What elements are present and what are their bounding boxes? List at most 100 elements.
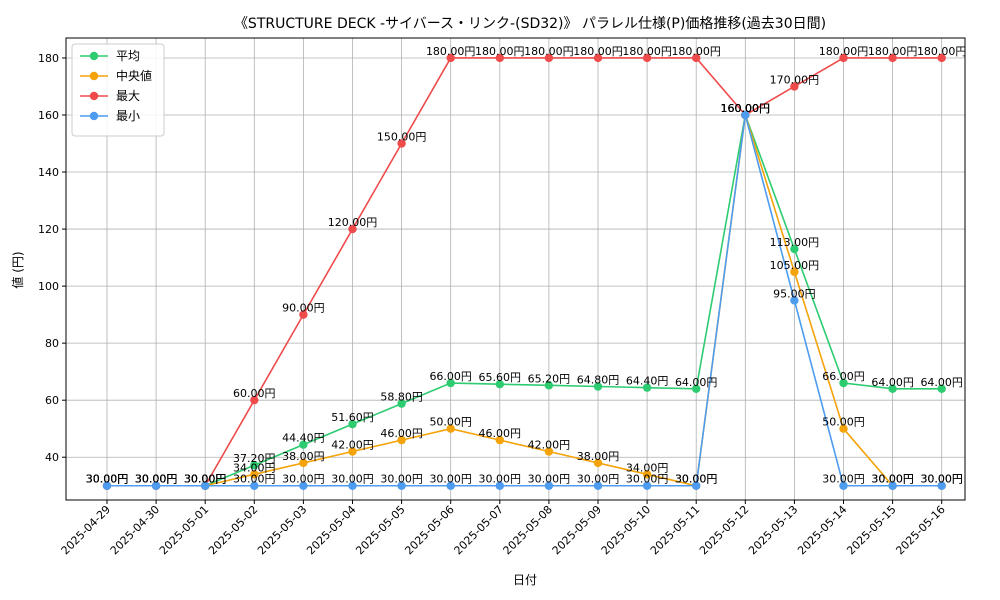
x-tick-label: 2025-05-06 bbox=[402, 503, 456, 557]
data-point bbox=[151, 481, 161, 490]
data-label: 30.00円 bbox=[86, 473, 129, 486]
data-point bbox=[741, 110, 750, 120]
x-tick-label: 2025-05-03 bbox=[255, 503, 309, 557]
data-point bbox=[397, 481, 406, 490]
data-label: 160.00円 bbox=[721, 102, 771, 115]
data-point bbox=[299, 481, 308, 490]
data-point bbox=[446, 481, 455, 490]
data-point bbox=[348, 419, 357, 429]
series-layer bbox=[102, 53, 946, 490]
x-tick-label: 2025-05-09 bbox=[550, 503, 604, 557]
data-label: 66.00円 bbox=[429, 370, 472, 383]
data-point bbox=[642, 470, 652, 479]
data-label: 65.20円 bbox=[528, 372, 571, 385]
data-point bbox=[299, 440, 308, 449]
chart-title: 《STRUCTURE DECK -サイバース・リンク-(SD32)》 パラレル仕… bbox=[234, 16, 826, 32]
y-tick-label: 40 bbox=[45, 451, 59, 464]
data-label: 30.00円 bbox=[233, 473, 276, 486]
data-label: 34.00円 bbox=[233, 461, 276, 474]
data-point bbox=[397, 435, 406, 445]
data-point bbox=[790, 244, 799, 254]
data-label: 30.00円 bbox=[920, 473, 963, 486]
data-point bbox=[446, 424, 455, 433]
data-point bbox=[839, 481, 848, 490]
data-label: 160.00円 bbox=[721, 102, 771, 115]
legend-swatch-marker bbox=[89, 51, 99, 61]
data-point bbox=[544, 481, 554, 490]
data-label: 105.00円 bbox=[770, 259, 820, 272]
data-point bbox=[397, 139, 406, 148]
data-label: 30.00円 bbox=[86, 473, 129, 486]
data-point bbox=[593, 53, 603, 63]
x-tick-label: 2025-05-13 bbox=[746, 503, 800, 557]
data-label: 66.00円 bbox=[822, 370, 865, 383]
data-label: 37.20円 bbox=[233, 452, 276, 465]
data-label: 65.60円 bbox=[479, 371, 522, 384]
data-label: 30.00円 bbox=[135, 473, 178, 486]
data-label: 46.00円 bbox=[479, 427, 522, 440]
data-label: 30.00円 bbox=[871, 473, 914, 486]
x-tick-label: 2025-04-30 bbox=[108, 503, 162, 557]
data-label: 60.00円 bbox=[233, 387, 276, 400]
data-label: 30.00円 bbox=[429, 473, 472, 486]
data-label: 30.00円 bbox=[282, 473, 325, 486]
x-tick-label: 2025-04-29 bbox=[59, 503, 113, 557]
data-point bbox=[888, 384, 897, 393]
data-label: 160.00円 bbox=[721, 102, 771, 115]
legend-label: 平均 bbox=[116, 49, 140, 63]
data-point bbox=[397, 399, 406, 408]
series-line bbox=[107, 114, 942, 487]
data-point bbox=[250, 481, 259, 490]
data-label: 64.00円 bbox=[920, 376, 963, 389]
data-label: 30.00円 bbox=[479, 473, 522, 486]
data-point bbox=[593, 382, 603, 391]
data-point bbox=[201, 481, 210, 490]
data-label: 30.00円 bbox=[528, 473, 571, 486]
legend-label: 最大 bbox=[116, 89, 140, 103]
y-tick-label: 60 bbox=[45, 394, 59, 407]
data-point bbox=[250, 470, 259, 479]
data-label: 50.00円 bbox=[429, 416, 472, 429]
data-label: 180.00円 bbox=[819, 45, 869, 58]
data-label: 44.40円 bbox=[282, 432, 325, 445]
data-point bbox=[102, 481, 112, 490]
x-tick-label: 2025-05-04 bbox=[304, 503, 358, 557]
data-label: 180.00円 bbox=[917, 45, 967, 58]
data-label: 38.00円 bbox=[577, 450, 620, 463]
data-label: 113.00円 bbox=[770, 236, 820, 249]
series-0 bbox=[102, 110, 946, 490]
x-tick-label: 2025-05-11 bbox=[648, 503, 702, 557]
data-point bbox=[544, 53, 554, 63]
y-axis: 40 60 80 100 120 140 160 180 bbox=[38, 52, 66, 464]
data-point bbox=[937, 384, 946, 393]
data-label: 30.00円 bbox=[331, 473, 374, 486]
legend-label: 最小 bbox=[116, 109, 140, 123]
data-point bbox=[348, 447, 357, 456]
data-point bbox=[495, 380, 504, 389]
series-line bbox=[107, 57, 942, 487]
data-label: 150.00円 bbox=[377, 131, 427, 144]
data-label: 90.00円 bbox=[282, 302, 325, 315]
data-label: 42.00円 bbox=[331, 439, 374, 452]
plot-area bbox=[65, 37, 966, 501]
data-label: 30.00円 bbox=[871, 473, 914, 486]
data-label: 30.00円 bbox=[380, 473, 423, 486]
data-label: 30.00円 bbox=[675, 473, 718, 486]
data-point bbox=[839, 378, 848, 388]
series-2 bbox=[102, 53, 946, 490]
data-label: 30.00円 bbox=[135, 473, 178, 486]
data-label: 30.00円 bbox=[184, 473, 227, 486]
data-point bbox=[544, 447, 554, 456]
series-1 bbox=[102, 110, 946, 490]
data-point bbox=[299, 458, 308, 468]
data-point bbox=[888, 481, 897, 490]
x-tick-label: 2025-05-08 bbox=[501, 503, 555, 557]
data-label: 30.00円 bbox=[675, 473, 718, 486]
data-label: 30.00円 bbox=[86, 473, 129, 486]
data-point bbox=[790, 267, 799, 277]
data-label: 58.80円 bbox=[380, 391, 423, 404]
data-label: 34.00円 bbox=[626, 461, 669, 474]
x-tick-label: 2025-05-07 bbox=[452, 503, 506, 557]
data-label: 180.00円 bbox=[524, 45, 574, 58]
